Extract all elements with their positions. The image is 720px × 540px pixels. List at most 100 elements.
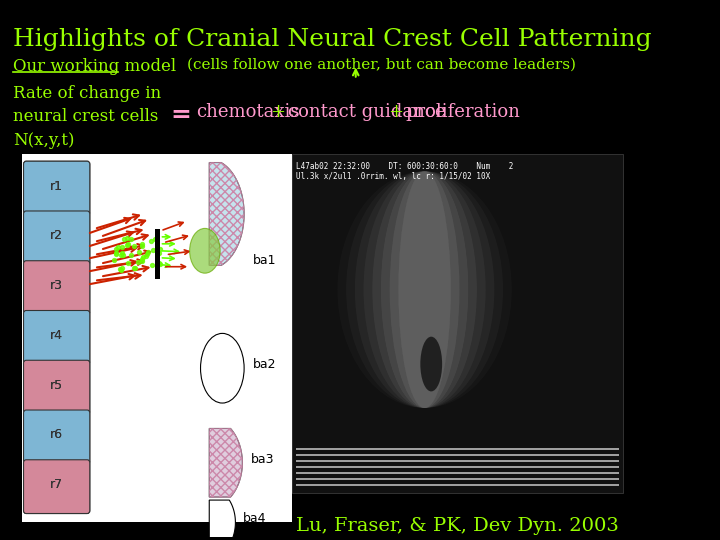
Text: Highlights of Cranial Neural Crest Cell Patterning: Highlights of Cranial Neural Crest Cell … (13, 28, 652, 51)
Point (125, 251, 137, 260)
Text: Rate of change in
neural crest cells
N(x,y,t): Rate of change in neural crest cells N(x… (13, 85, 161, 148)
Point (110, 249, 122, 258)
Polygon shape (210, 428, 243, 497)
Text: r2: r2 (50, 230, 63, 242)
Bar (297, 460, 619, 462)
Point (154, 245, 166, 254)
Text: chemotaxis: chemotaxis (196, 103, 300, 120)
Point (122, 240, 134, 248)
Point (143, 247, 154, 256)
Point (148, 245, 159, 254)
Point (153, 259, 165, 267)
Point (111, 245, 122, 254)
Text: r3: r3 (50, 279, 63, 292)
Point (149, 235, 161, 244)
Point (153, 249, 165, 258)
FancyBboxPatch shape (24, 161, 90, 215)
Point (110, 248, 122, 257)
Point (122, 233, 133, 242)
Bar (297, 472, 619, 474)
Point (115, 266, 127, 274)
Text: proliferation: proliferation (405, 103, 521, 120)
Text: =: = (170, 103, 191, 126)
Bar (297, 448, 619, 450)
Text: r1: r1 (50, 180, 63, 193)
Point (142, 249, 153, 258)
Point (132, 248, 144, 256)
Text: r4: r4 (50, 329, 63, 342)
Ellipse shape (201, 333, 244, 403)
FancyBboxPatch shape (24, 360, 90, 414)
Point (137, 253, 148, 261)
Text: ba1: ba1 (253, 254, 276, 267)
Point (154, 260, 166, 268)
Polygon shape (210, 163, 244, 265)
Text: L47ab02 22:32:00    DT: 600:30:60:0    Num    2: L47ab02 22:32:00 DT: 600:30:60:0 Num 2 (297, 162, 514, 171)
Text: Our working model: Our working model (13, 58, 176, 75)
Bar (297, 478, 619, 480)
Point (125, 235, 137, 244)
Bar (156, 229, 160, 279)
Point (146, 261, 158, 269)
Text: r3: r3 (50, 279, 63, 292)
Ellipse shape (420, 336, 442, 392)
Bar (297, 465, 619, 468)
Point (145, 237, 157, 246)
FancyBboxPatch shape (24, 261, 90, 314)
Text: r1: r1 (50, 180, 63, 193)
Point (128, 264, 140, 273)
Point (115, 251, 127, 259)
FancyBboxPatch shape (24, 410, 90, 464)
Text: contact guidance: contact guidance (288, 103, 446, 120)
Text: r7: r7 (50, 478, 63, 491)
FancyBboxPatch shape (24, 261, 90, 314)
Text: (cells follow one another, but can become leaders): (cells follow one another, but can becom… (187, 58, 577, 72)
Ellipse shape (372, 171, 477, 408)
Text: r5: r5 (50, 379, 63, 392)
Text: Ul.3k x/2ul1 .0rrim. wl, lc r: 1/15/02 10X: Ul.3k x/2ul1 .0rrim. wl, lc r: 1/15/02 1… (297, 172, 491, 181)
Point (112, 243, 124, 252)
Point (117, 264, 128, 272)
Polygon shape (210, 500, 235, 540)
Point (130, 264, 141, 272)
Text: ba4: ba4 (243, 512, 266, 525)
Ellipse shape (381, 171, 468, 408)
FancyBboxPatch shape (24, 211, 90, 265)
Text: r6: r6 (50, 428, 63, 441)
Bar (292, 154, 624, 492)
Ellipse shape (398, 171, 451, 408)
Point (122, 259, 134, 267)
Text: r2: r2 (50, 230, 63, 242)
FancyBboxPatch shape (24, 211, 90, 265)
FancyBboxPatch shape (24, 410, 90, 464)
Ellipse shape (189, 228, 220, 273)
Point (122, 240, 133, 249)
Point (137, 239, 148, 248)
Text: r5: r5 (50, 379, 63, 392)
Point (116, 249, 127, 258)
Bar (22, 154, 292, 523)
Ellipse shape (390, 171, 459, 408)
Point (117, 250, 129, 259)
Point (136, 241, 148, 250)
Point (129, 242, 140, 251)
Point (136, 255, 148, 264)
Point (118, 235, 130, 244)
Text: ba3: ba3 (251, 453, 274, 466)
Point (136, 257, 148, 266)
FancyBboxPatch shape (24, 161, 90, 215)
Text: Lu, Fraser, & PK, Dev Dyn. 2003: Lu, Fraser, & PK, Dev Dyn. 2003 (297, 517, 619, 536)
Text: r6: r6 (50, 428, 63, 441)
Text: r4: r4 (50, 329, 63, 342)
Text: +: + (388, 103, 403, 120)
Text: +: + (270, 103, 285, 120)
Bar (297, 484, 619, 486)
FancyBboxPatch shape (24, 310, 90, 365)
Point (114, 265, 126, 273)
FancyBboxPatch shape (24, 360, 90, 414)
FancyBboxPatch shape (24, 460, 90, 514)
FancyBboxPatch shape (24, 310, 90, 365)
Point (109, 255, 120, 264)
Point (132, 258, 144, 267)
Text: ba2: ba2 (253, 358, 276, 371)
